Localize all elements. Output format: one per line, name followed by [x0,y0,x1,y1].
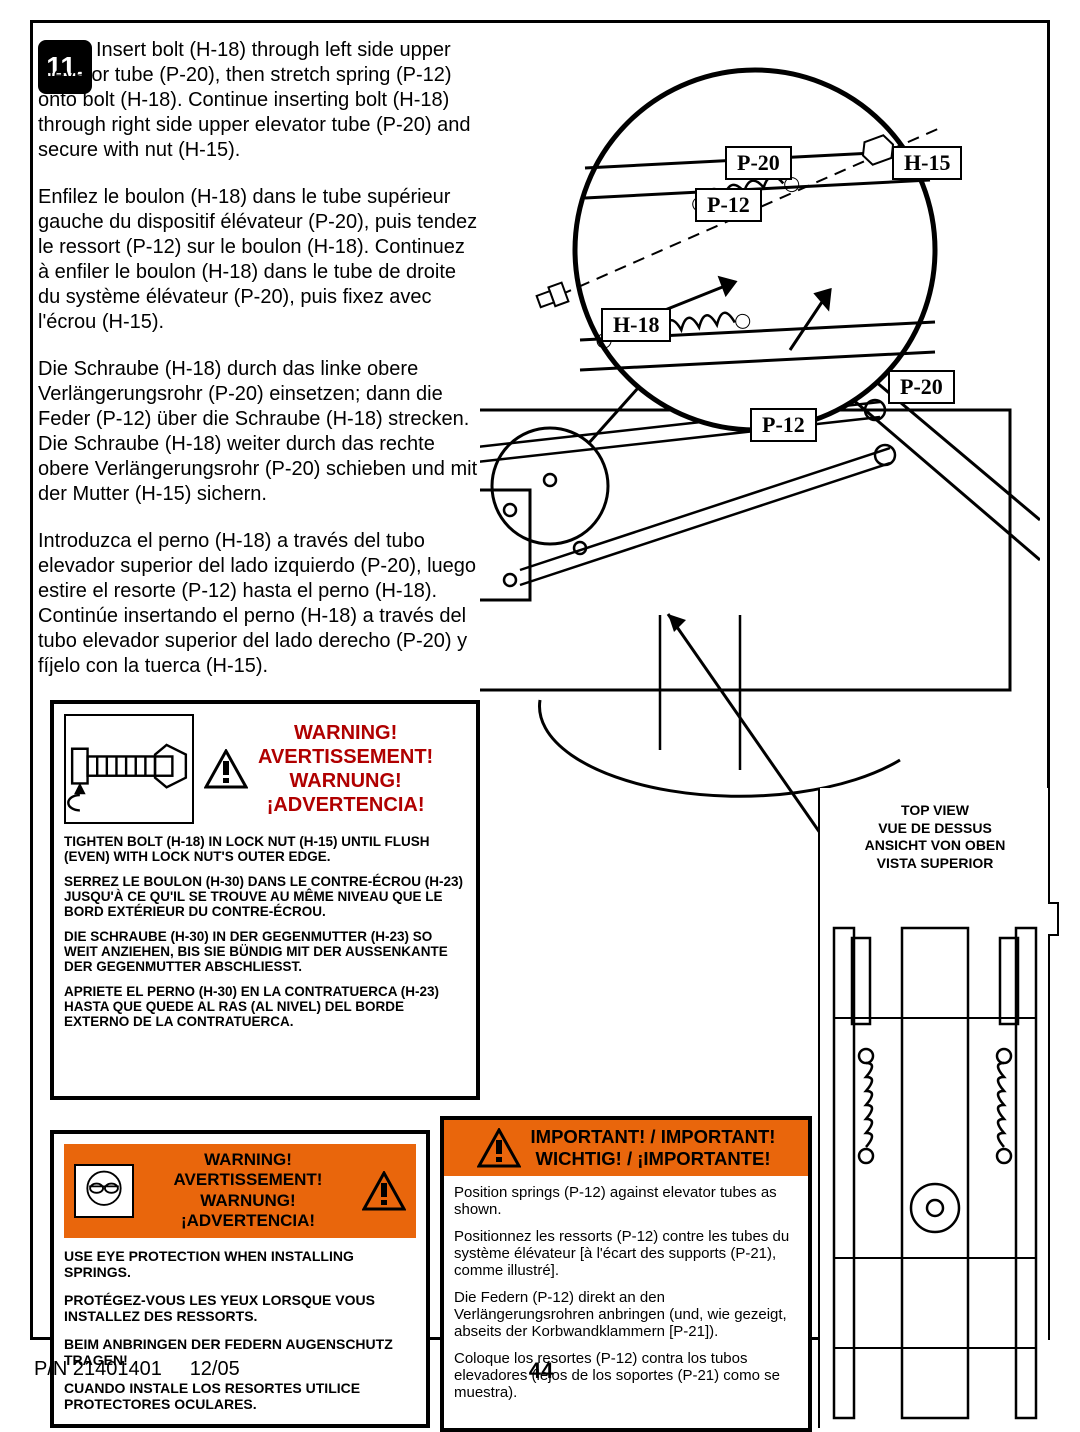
warn2-en: USE EYE PROTECTION WHEN INSTALLING SPRIN… [64,1248,416,1280]
important-title: IMPORTANT! / IMPORTANT! WICHTIG! / ¡IMPO… [531,1126,776,1170]
warning-triangle-icon [362,1171,406,1211]
warning-title: WARNING! AVERTISSEMENT! WARNUNG! ¡ADVERT… [258,721,433,817]
instruction-es: Introduzca el perno (H-18) a través del … [38,529,478,679]
warn1-es: APRIETE EL PERNO (H-30) EN LA CONTRATUER… [64,984,466,1029]
warn2-es: CUANDO INSTALE LOS RESORTES UTILICE PROT… [64,1380,416,1412]
instruction-de: Die Schraube (H-18) durch das linke ober… [38,357,478,507]
label-p12-top: P-12 [695,188,762,222]
warning-triangle-icon [204,749,248,789]
top-view-panel: TOP VIEW VUE DE DESSUS ANSICHT VON OBEN … [818,788,1048,1428]
label-p12-bot: P-12 [750,408,817,442]
important-en: Position springs (P-12) against elevator… [454,1184,798,1218]
warning-triangle-icon [477,1128,521,1168]
instruction-column: Insert bolt (H-18) through left side upp… [38,38,478,701]
instruction-fr: Enfilez le boulon (H-18) dans le tube su… [38,185,478,335]
important-de: Die Federn (P-12) direkt an den Verlänge… [454,1289,798,1340]
warning-title: WARNING! AVERTISSEMENT! WARNUNG! ¡ADVERT… [174,1150,323,1232]
part-number: P/N 21401401 [34,1358,162,1380]
label-p20-bot: P-20 [888,370,955,404]
important-fr: Positionnez les ressorts (P-12) contre l… [454,1228,798,1279]
page-number: 44 [529,1358,553,1384]
important-box-spring-position: IMPORTANT! / IMPORTANT! WICHTIG! / ¡IMPO… [440,1116,812,1432]
warn1-fr: SERREZ LE BOULON (H-30) DANS LE CONTRE-É… [64,874,466,919]
goggles-icon [74,1164,134,1218]
warning-box-eye-protection: WARNING! AVERTISSEMENT! WARNUNG! ¡ADVERT… [50,1130,430,1428]
warn1-en: TIGHTEN BOLT (H-18) IN LOCK NUT (H-15) U… [64,834,466,864]
instruction-en: Insert bolt (H-18) through left side upp… [38,38,478,163]
page-footer: P/N 21401401 12/05 44 [34,1358,1048,1381]
revision-date: 12/05 [190,1358,240,1380]
warning-box-tighten-bolt: WARNING! AVERTISSEMENT! WARNUNG! ¡ADVERT… [50,700,480,1100]
bolt-flush-icon [64,714,194,824]
label-h15: H-15 [892,146,962,180]
label-h18: H-18 [601,308,671,342]
warn2-fr: PROTÉGEZ-VOUS LES YEUX LORSQUE VOUS INST… [64,1292,416,1324]
warn1-de: DIE SCHRAUBE (H-30) IN DER GEGENMUTTER (… [64,929,466,974]
label-p20-top: P-20 [725,146,792,180]
